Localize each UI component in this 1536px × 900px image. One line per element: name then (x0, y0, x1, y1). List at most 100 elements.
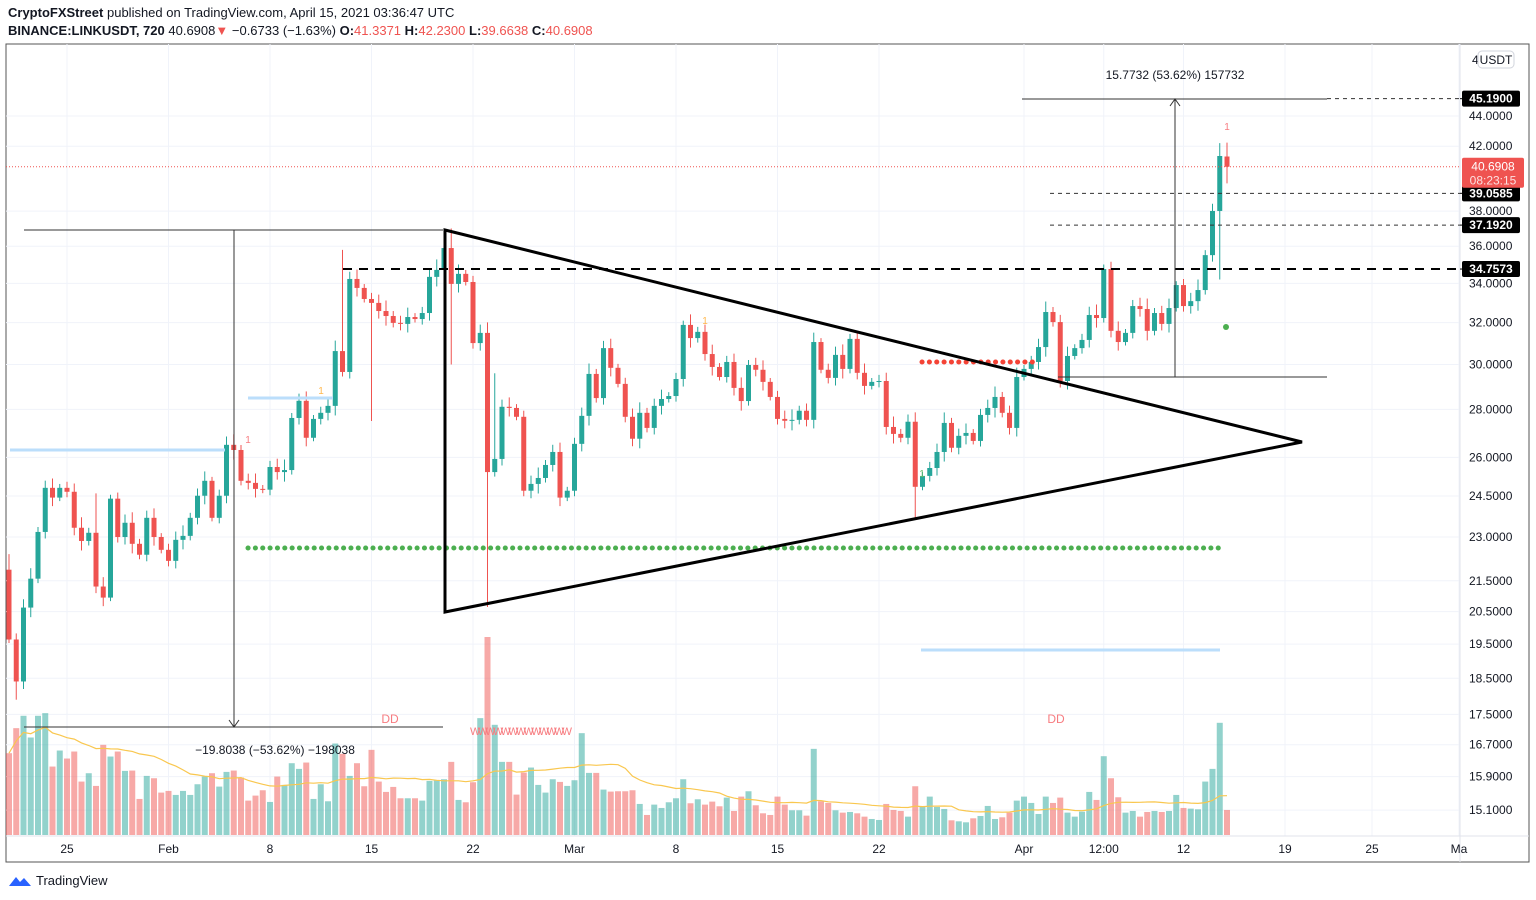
candle[interactable] (630, 408, 635, 447)
candle[interactable] (666, 392, 672, 403)
candle[interactable] (1057, 314, 1063, 388)
candle[interactable] (535, 467, 541, 494)
candle[interactable] (434, 259, 440, 287)
candle[interactable] (6, 554, 12, 644)
candle[interactable] (209, 476, 215, 522)
candle[interactable] (166, 543, 171, 567)
candle[interactable] (216, 489, 222, 524)
candle[interactable] (1043, 301, 1049, 357)
candle[interactable] (1173, 281, 1179, 312)
candle[interactable] (1152, 308, 1157, 336)
candle[interactable] (1195, 279, 1201, 311)
candle[interactable] (100, 577, 106, 607)
candle[interactable] (746, 360, 751, 406)
symbol-title[interactable]: BINANCE:LINKUSDT, 720 (8, 23, 165, 38)
candle[interactable] (1144, 298, 1150, 341)
candle[interactable] (1007, 405, 1012, 435)
candle[interactable] (1130, 299, 1136, 339)
candle[interactable] (129, 512, 135, 554)
candle[interactable] (187, 512, 193, 541)
candle[interactable] (811, 332, 817, 429)
candle[interactable] (644, 407, 650, 433)
candle[interactable] (934, 443, 940, 476)
candle[interactable] (550, 444, 556, 472)
candle[interactable] (1210, 203, 1215, 262)
tradingview-logo[interactable]: TradingView (8, 873, 108, 888)
candle[interactable] (13, 633, 19, 700)
candle[interactable] (840, 344, 846, 379)
candle[interactable] (695, 326, 701, 343)
candle[interactable] (1036, 338, 1041, 370)
candle[interactable] (144, 510, 150, 562)
candle[interactable] (717, 363, 722, 381)
candle[interactable] (637, 402, 643, 449)
candle[interactable] (390, 311, 396, 328)
candle[interactable] (463, 269, 469, 286)
candle[interactable] (57, 483, 63, 502)
candle[interactable] (1224, 142, 1230, 184)
candle[interactable] (593, 368, 599, 403)
candle[interactable] (376, 294, 382, 319)
candle[interactable] (361, 284, 367, 303)
candle[interactable] (579, 407, 585, 452)
candle[interactable] (586, 363, 592, 426)
candle[interactable] (1094, 304, 1099, 328)
candle[interactable] (224, 436, 229, 504)
candle[interactable] (267, 460, 273, 496)
candle[interactable] (173, 531, 179, 569)
candle[interactable] (601, 340, 606, 405)
candle[interactable] (238, 445, 244, 486)
candle[interactable] (195, 488, 200, 525)
candle[interactable] (354, 269, 360, 297)
candle[interactable] (1202, 250, 1208, 295)
currency-button[interactable]: USDT (1477, 50, 1515, 69)
candle[interactable] (115, 492, 121, 543)
candle[interactable] (702, 324, 708, 361)
candle[interactable] (137, 538, 142, 560)
candle[interactable] (448, 228, 454, 365)
candle[interactable] (731, 353, 737, 396)
candle[interactable] (282, 459, 287, 482)
candle[interactable] (35, 526, 41, 584)
candle[interactable] (912, 412, 918, 518)
candle[interactable] (477, 324, 483, 351)
candle[interactable] (891, 416, 896, 444)
candle[interactable] (622, 377, 628, 423)
candle[interactable] (883, 372, 889, 435)
candle[interactable] (847, 333, 853, 374)
candle[interactable] (941, 412, 947, 462)
candle[interactable] (289, 412, 295, 475)
candle[interactable] (724, 355, 730, 383)
candle[interactable] (318, 406, 324, 425)
candle[interactable] (818, 338, 824, 374)
candle[interactable] (767, 377, 773, 401)
candle[interactable] (151, 508, 157, 546)
candle[interactable] (1123, 329, 1128, 346)
candle[interactable] (1108, 261, 1114, 338)
candle[interactable] (760, 360, 766, 391)
candle[interactable] (492, 373, 498, 477)
candle[interactable] (753, 357, 759, 377)
candle[interactable] (499, 399, 505, 466)
candle[interactable] (64, 481, 70, 498)
candle[interactable] (709, 344, 715, 376)
candle[interactable] (340, 249, 345, 377)
candle[interactable] (1115, 321, 1121, 351)
candle[interactable] (1166, 298, 1172, 333)
candle[interactable] (369, 292, 374, 422)
author-name[interactable]: CryptoFXStreet (8, 5, 104, 20)
candle[interactable] (854, 331, 860, 380)
candle[interactable] (1072, 344, 1078, 360)
measure-down-tool[interactable] (24, 229, 443, 728)
candle[interactable] (833, 346, 838, 386)
candle[interactable] (963, 423, 969, 445)
candle[interactable] (28, 568, 34, 618)
candle[interactable] (1137, 297, 1143, 317)
candle[interactable] (303, 391, 309, 447)
candle[interactable] (260, 485, 266, 494)
candle[interactable] (949, 417, 954, 453)
candle[interactable] (825, 363, 831, 384)
candle[interactable] (1079, 333, 1085, 354)
candle[interactable] (898, 428, 904, 443)
